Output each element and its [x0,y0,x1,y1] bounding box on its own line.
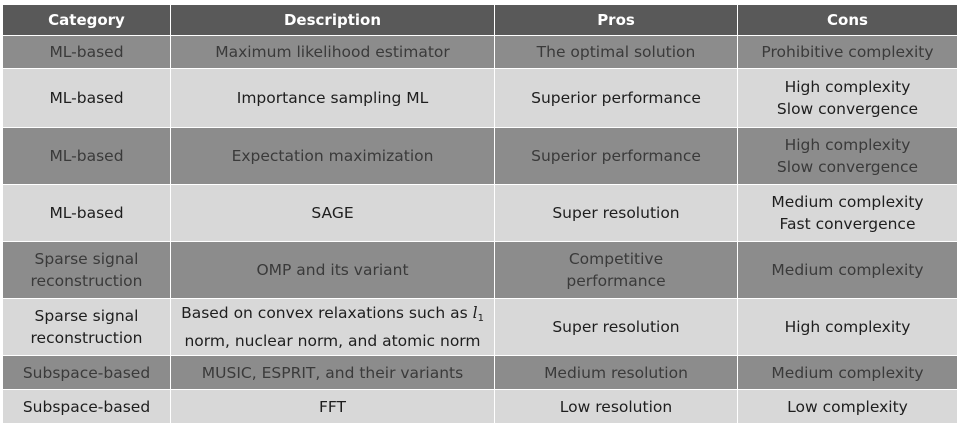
category-text: ML-based [49,147,124,165]
description-text: OMP and its variant [256,261,409,279]
category-cell: Sparse signal reconstruction [2,241,171,299]
description-text: Importance sampling ML [236,89,429,107]
description-cell: FFT [170,389,495,424]
l1-symbol: l [472,304,478,322]
cons-text: Fast convergence [779,215,916,233]
cons-cell: High complexity Slow convergence [737,127,958,185]
table-row: Subspace-based FFT Low resolution Low co… [2,389,958,424]
pros-cell: Super resolution [494,298,738,356]
header-category: Category [2,4,171,36]
cons-text: Slow convergence [776,158,919,176]
cons-cell: Medium complexity [737,355,958,390]
category-text: Sparse signal [34,250,139,268]
cons-cell: High complexity Slow convergence [737,68,958,128]
cons-text: High complexity [784,136,911,154]
category-cell: ML-based [2,127,171,185]
category-text: Sparse signal [34,307,139,325]
description-cell: OMP and its variant [170,241,495,299]
pros-cell: Super resolution [494,184,738,242]
cons-cell: Prohibitive complexity [737,35,958,69]
table-row: ML-based Maximum likelihood estimator Th… [2,35,958,69]
table-row: Sparse signal reconstruction Based on co… [2,298,958,356]
header-row: Category Description Pros Cons [2,4,958,36]
description-text: Maximum likelihood estimator [215,43,450,61]
table-row: Sparse signal reconstruction OMP and its… [2,241,958,299]
description-line-1: Based on convex relaxations such as l1 [177,302,488,330]
description-text: SAGE [311,204,354,222]
l1-subscript: 1 [477,313,484,324]
table-row: ML-based Expectation maximization Superi… [2,127,958,185]
pros-cell: Low resolution [494,389,738,424]
header-pros: Pros [494,4,738,36]
table-row: Subspace-based MUSIC, ESPRIT, and their … [2,355,958,390]
category-text: ML-based [49,89,124,107]
description-cell: Importance sampling ML [170,68,495,128]
pros-text: Super resolution [552,318,680,336]
description-text: MUSIC, ESPRIT, and their variants [201,363,464,382]
cons-text: Low complexity [787,397,908,416]
cons-text: Prohibitive complexity [761,43,934,61]
description-cell: Based on convex relaxations such as l1 n… [170,298,495,356]
cons-text: High complexity [784,78,911,96]
category-cell: Subspace-based [2,355,171,390]
pros-text: Superior performance [531,89,701,107]
pros-text: Competitive [568,250,664,268]
category-cell: ML-based [2,68,171,128]
category-text: reconstruction [30,329,143,347]
cons-cell: High complexity [737,298,958,356]
description-cell: Expectation maximization [170,127,495,185]
comparison-table: Category Description Pros Cons ML-based … [2,4,958,424]
description-cell: SAGE [170,184,495,242]
pros-text: performance [566,272,666,290]
pros-text: Low resolution [559,397,673,416]
table-row: ML-based SAGE Super resolution Medium co… [2,184,958,242]
table-row: ML-based Importance sampling ML Superior… [2,68,958,128]
pros-cell: Competitive performance [494,241,738,299]
category-cell: ML-based [2,184,171,242]
description-prefix: Based on convex relaxations such as [181,304,468,322]
header-description: Description [170,4,495,36]
cons-cell: Medium complexity [737,241,958,299]
description-cell: Maximum likelihood estimator [170,35,495,69]
pros-cell: Superior performance [494,68,738,128]
header-cons: Cons [737,4,958,36]
pros-cell: Superior performance [494,127,738,185]
category-cell: Sparse signal reconstruction [2,298,171,356]
pros-text: The optimal solution [536,43,696,61]
category-text: ML-based [49,43,124,61]
pros-text: Superior performance [531,147,701,165]
cons-text: Slow convergence [776,100,919,118]
description-text: FFT [318,397,347,416]
cons-text: High complexity [784,318,911,336]
cons-cell: Medium complexity Fast convergence [737,184,958,242]
pros-text: Super resolution [552,204,680,222]
description-text: Expectation maximization [231,147,434,165]
category-cell: Subspace-based [2,389,171,424]
cons-text: Medium complexity [771,363,924,382]
pros-text: Medium resolution [544,363,688,382]
cons-cell: Low complexity [737,389,958,424]
category-cell: ML-based [2,35,171,69]
description-line-2: norm, nuclear norm, and atomic norm [184,332,481,350]
pros-cell: The optimal solution [494,35,738,69]
category-text: reconstruction [30,272,143,290]
description-cell: MUSIC, ESPRIT, and their variants [170,355,495,390]
cons-text: Medium complexity [771,261,924,279]
category-text: Subspace-based [22,363,151,382]
category-text: Subspace-based [22,397,151,416]
category-text: ML-based [49,204,124,222]
cons-text: Medium complexity [771,193,924,211]
pros-cell: Medium resolution [494,355,738,390]
